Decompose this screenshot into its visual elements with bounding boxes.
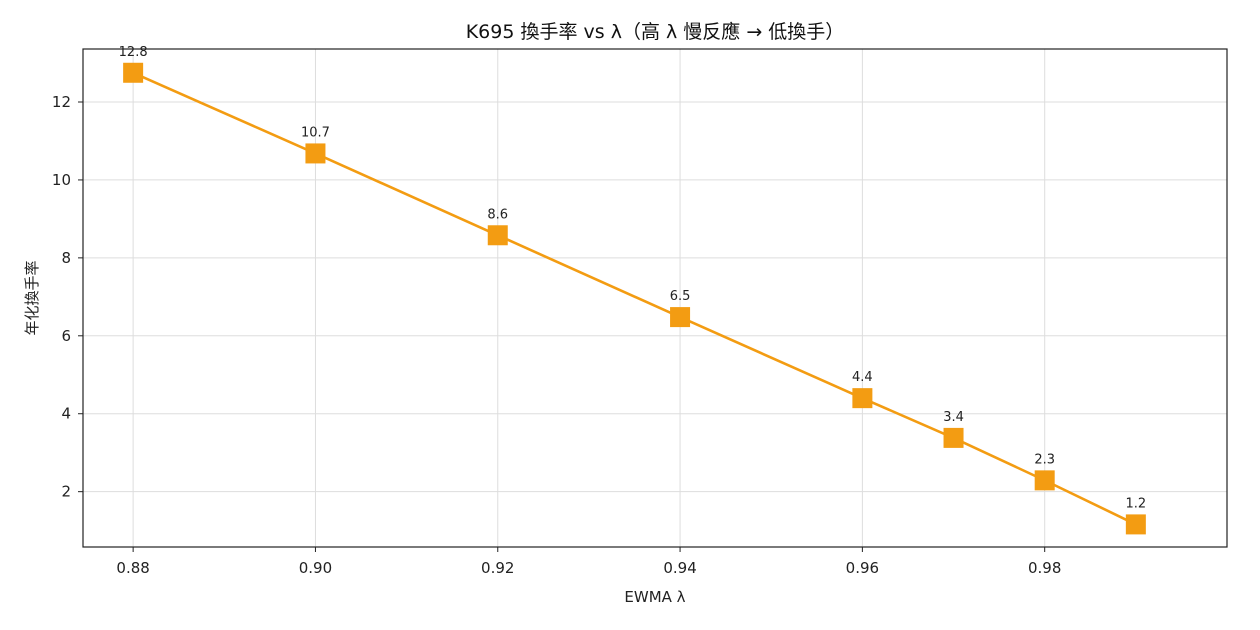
x-tick-label: 0.94 (663, 559, 696, 577)
data-labels: 12.8 10.7 8.6 6.5 4.4 3.4 2.3 1.2 (119, 45, 1147, 512)
x-tick-label: 0.90 (299, 559, 332, 577)
x-tick-label: 0.96 (846, 559, 879, 577)
y-tick-label: 10 (52, 171, 71, 189)
data-point-marker (943, 427, 964, 448)
y-tick-label: 4 (61, 405, 71, 423)
y-tick-label: 8 (61, 249, 71, 267)
data-point-label: 4.4 (852, 370, 873, 385)
data-point-label: 2.3 (1034, 452, 1055, 467)
grid (83, 49, 1227, 547)
y-axis-title: 年化換手率 (23, 260, 41, 335)
y-tick-label: 2 (61, 483, 71, 501)
data-point-label: 12.8 (119, 45, 148, 60)
x-tick-label: 0.88 (116, 559, 149, 577)
data-point-label: 10.7 (301, 125, 330, 140)
x-axis-title: EWMA λ (624, 588, 685, 606)
axis-ticks: 0.88 0.90 0.92 0.94 0.96 0.98 2 4 6 8 10 12 (52, 93, 1061, 577)
x-tick-label: 0.92 (481, 559, 514, 577)
data-point-marker (852, 388, 873, 409)
data-point-marker (1034, 470, 1055, 491)
data-point-label: 1.2 (1126, 496, 1147, 511)
y-tick-label: 6 (61, 327, 71, 345)
data-point-marker (487, 225, 508, 246)
data-point-marker (670, 307, 691, 328)
data-point-marker (123, 62, 144, 83)
data-point-label: 6.5 (670, 289, 691, 304)
chart-title: K695 換手率 vs λ（高 λ 慢反應 → 低換手） (466, 20, 845, 43)
data-point-marker (1125, 514, 1146, 535)
data-point-label: 8.6 (487, 207, 508, 222)
data-point-label: 3.4 (943, 410, 964, 425)
series-line (132, 71, 1137, 526)
x-tick-label: 0.98 (1028, 559, 1061, 577)
data-point-marker (305, 143, 326, 164)
series-layer (123, 62, 1146, 535)
y-tick-label: 12 (52, 93, 71, 111)
plot-area-frame (82, 48, 1228, 548)
